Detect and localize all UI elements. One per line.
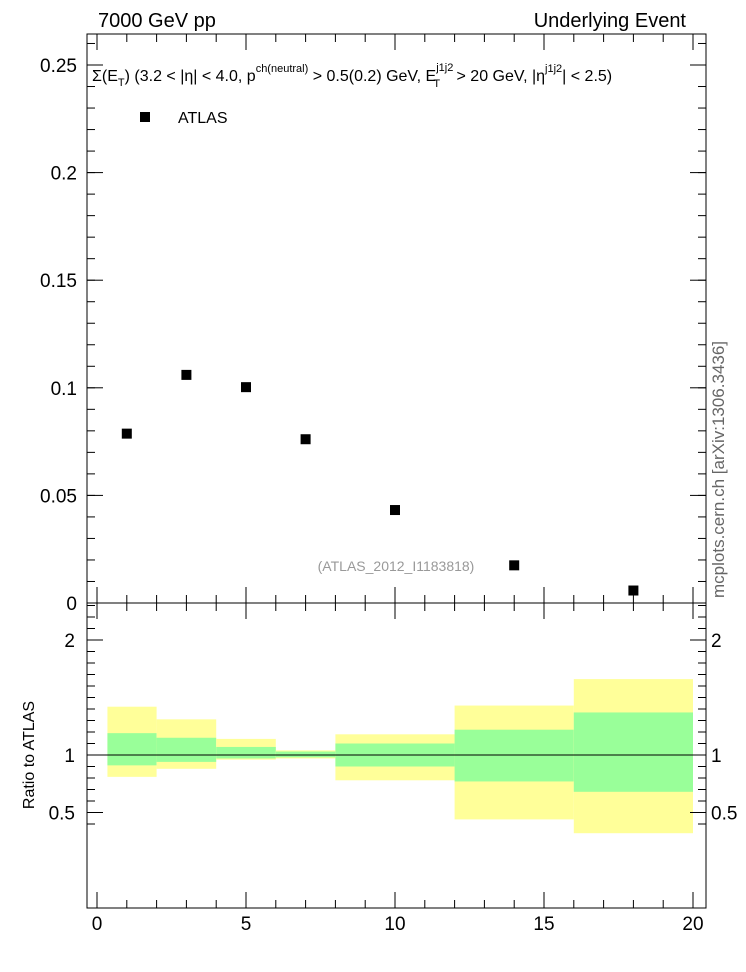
title-mid2: > 0.5(0.2) GeV, E	[308, 68, 436, 85]
data-point	[121, 428, 132, 439]
data-point	[390, 505, 400, 516]
side-label: mcplots.cern.ch [arXiv:1306.3436]	[709, 341, 728, 598]
ratio-xtick-label: 10	[384, 914, 405, 935]
ratio-xtick-label: 15	[533, 914, 554, 935]
title-sup-j1: j1j2	[435, 62, 453, 74]
main-ytick-label: 0.05	[40, 486, 77, 507]
header-right: Underlying Event	[534, 10, 687, 32]
analysis-watermark: (ATLAS_2012_I1183818)	[318, 558, 475, 574]
ratio-panel: 0 5 10 15 20 0.5 0.5 1 1 2 2	[49, 602, 737, 935]
ratio-band-inner	[216, 746, 276, 759]
title-sup-j2: j1j2	[544, 63, 562, 75]
ratio-band-inner	[156, 737, 217, 762]
header-left: 7000 GeV pp	[98, 10, 216, 32]
ratio-band-inner	[573, 712, 693, 792]
title-sub-t1: T	[118, 77, 125, 89]
main-ytick-label: 0	[66, 594, 77, 615]
main-ytick-label: 0.15	[40, 271, 77, 292]
title-mid3: > 20 GeV, |η	[452, 68, 545, 85]
ratio-ylabel: Ratio to ATLAS	[21, 701, 38, 809]
ratio-band-inner	[107, 733, 157, 766]
ratio-ytick-label-right: 0.5	[711, 804, 737, 825]
legend-marker	[140, 112, 150, 122]
data-point	[509, 560, 520, 571]
data-point	[181, 369, 192, 380]
ratio-band-inner	[275, 751, 336, 758]
ratio-ytick-label: 2	[64, 631, 75, 652]
title-sup-ch: ch(neutral)	[256, 63, 309, 75]
main-ytick-label: 0.1	[51, 379, 77, 400]
ratio-xtick-label: 0	[92, 914, 103, 935]
ratio-xtick-label: 5	[241, 914, 252, 935]
title-mid1: ) (3.2 < |η| < 4.0, p	[125, 68, 256, 85]
title-sub-t2: T	[433, 78, 440, 90]
main-ytick-label: 0.2	[51, 164, 77, 185]
main-ytick-label: 0.25	[40, 56, 77, 77]
ratio-xtick-label: 20	[682, 914, 703, 935]
main-title: Σ(ET) (3.2 < |η| < 4.0, pch(neutral) > 0…	[92, 62, 612, 90]
ratio-band-inner	[454, 729, 574, 782]
ratio-ytick-label-right: 1	[711, 746, 722, 767]
data-point	[300, 434, 311, 445]
ratio-ytick-label-right: 2	[711, 631, 722, 652]
ratio-ytick-label: 0.5	[49, 804, 75, 825]
legend-label: ATLAS	[178, 110, 228, 127]
ratio-bands	[87, 679, 706, 834]
title-sigma: Σ(E	[92, 68, 118, 85]
main-panel: 0 0.05 0.1 0.15 0.2 0.25	[40, 33, 707, 615]
data-point	[628, 585, 639, 596]
data-point	[241, 382, 251, 393]
main-points	[121, 369, 639, 596]
ratio-ytick-label: 1	[64, 746, 75, 767]
title-end: | < 2.5)	[562, 68, 612, 85]
